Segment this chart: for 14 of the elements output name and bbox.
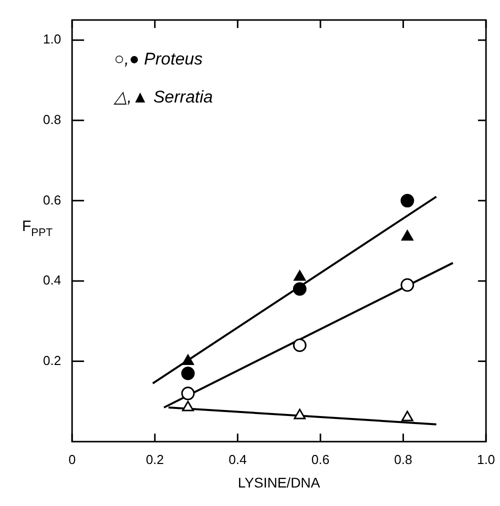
y-tick-label: 1.0 [42,32,62,47]
x-tick-label: 0.8 [394,452,412,467]
y-tick-label: 0.2 [42,352,62,368]
annotation: ○,● Proteus [114,50,204,69]
x-tick-label: 0 [68,452,76,467]
x-tick-label: 1.0 [476,452,496,467]
x-tick-label: 0.4 [228,452,247,467]
y-tick-label: 0.8 [42,112,62,127]
x-axis-title: LYSINE/DNA [238,474,321,490]
y-tick-label: 0.6 [42,192,62,208]
annotation: △,▲ Serratia [113,88,213,107]
y-tick-label: 0.4 [42,272,62,288]
x-tick-label: 0.2 [146,452,164,467]
x-tick-label: 0.6 [311,452,330,467]
